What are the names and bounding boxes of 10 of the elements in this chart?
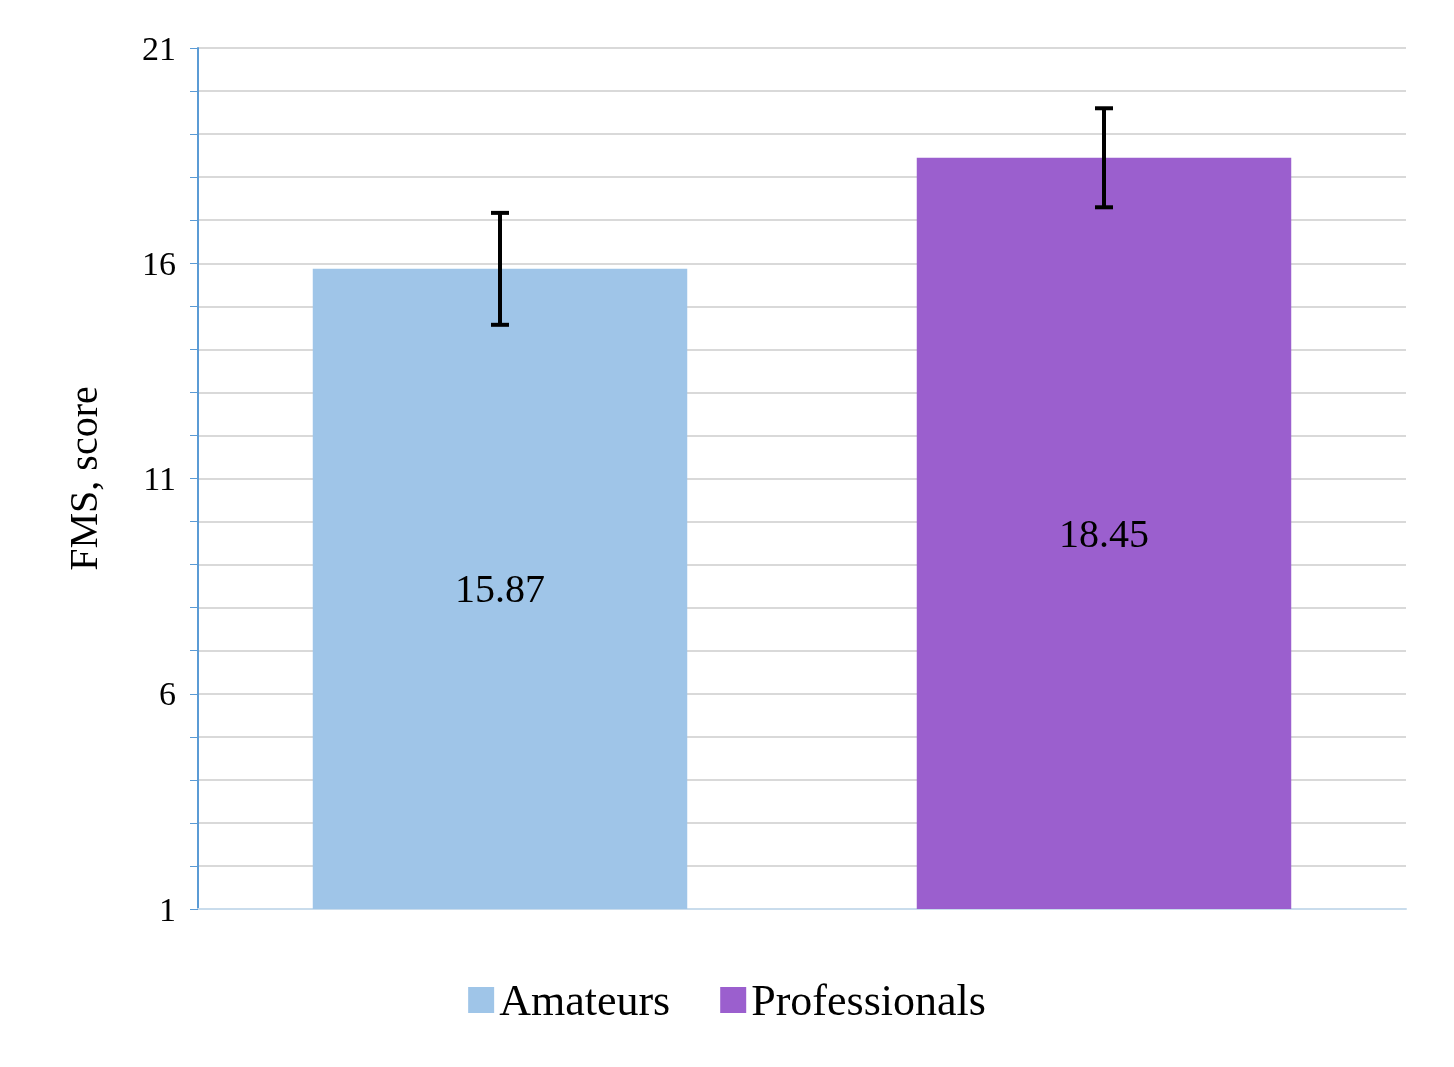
y-tick-label: 11 — [143, 460, 176, 497]
data-label: 15.87 — [455, 566, 545, 612]
data-label: 18.45 — [1059, 510, 1149, 556]
y-tick-label: 6 — [159, 675, 176, 713]
legend-label: Professionals — [751, 975, 986, 1025]
y-tick-label: 1 — [159, 890, 176, 928]
y-tick-label: 16 — [142, 244, 176, 282]
y-axis-title: FMS, score — [60, 386, 106, 571]
y-tick-label: 21 — [142, 29, 176, 67]
legend-label: Amateurs — [499, 975, 671, 1025]
